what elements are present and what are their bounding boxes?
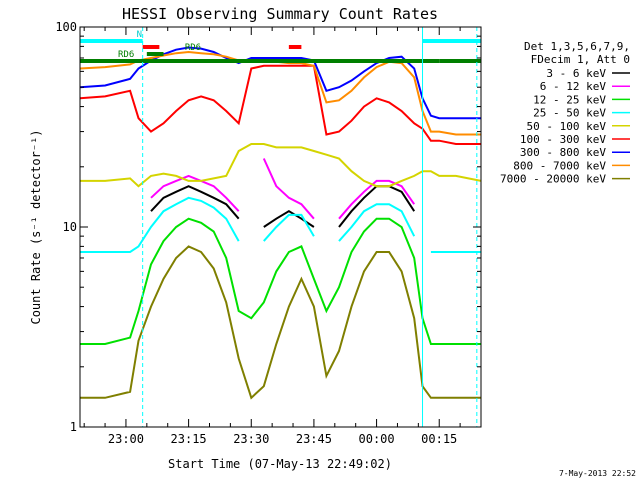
legend-label-6: 300 - 800 keV (520, 146, 606, 159)
series-3-segment-2 (338, 203, 416, 242)
series-3-segment-0 (80, 196, 240, 253)
x-tick-label: 23:30 (233, 432, 269, 446)
series-1-segment-0 (150, 174, 240, 212)
y-tick-label: 100 (55, 20, 77, 34)
x-tick-label: 23:15 (171, 432, 207, 446)
series-3 (80, 196, 481, 253)
legend: Det 1,3,5,6,7,9, FDecim 1, Att 0 3 - 6 k… (500, 40, 630, 186)
y-tick-label: 10 (63, 220, 77, 234)
series-1-segment-1 (262, 158, 315, 220)
series-8 (80, 245, 481, 400)
flag-bar-label-0: N (137, 30, 142, 40)
series-4 (80, 143, 482, 188)
legend-label-4: 50 - 100 keV (527, 120, 607, 133)
series-2-segment-0 (80, 217, 481, 345)
series-1 (150, 158, 416, 220)
legend-label-7: 800 - 7000 keV (513, 159, 606, 172)
legend-label-1: 6 - 12 keV (540, 80, 607, 93)
series-0-segment-0 (150, 185, 240, 220)
series-8-segment-0 (80, 245, 481, 400)
y-axis-label: Count Rate (s⁻¹ detector⁻¹) (29, 129, 43, 324)
legend-label-2: 12 - 25 keV (533, 93, 606, 106)
legend-header-line-2: FDecim 1, Att 0 (531, 53, 630, 66)
x-tick-label: 23:00 (108, 432, 144, 446)
x-axis-label: Start Time (07-May-13 22:49:02) (168, 457, 392, 471)
series-2 (80, 217, 481, 345)
y-tick-label: 1 (70, 420, 77, 434)
x-axis-ticks: 23:00 23:15 23:30 23:45 00:00 00:15 (83, 27, 482, 446)
series-1-segment-2 (338, 179, 416, 220)
series-4-segment-0 (80, 143, 482, 188)
x-tick-label: 00:15 (421, 432, 457, 446)
legend-label-0: 3 - 6 keV (546, 67, 606, 80)
legend-label-3: 25 - 50 keV (533, 107, 606, 120)
series-5 (79, 64, 481, 145)
flag-bar-label-5: RD6 (118, 50, 134, 60)
timestamp: 7-May-2013 22:52 (559, 469, 636, 478)
y-axis-ticks: 1 10 100 (55, 20, 481, 434)
series-3-segment-1 (263, 213, 315, 242)
x-tick-label: 23:45 (296, 432, 332, 446)
legend-label-5: 100 - 300 keV (520, 133, 606, 146)
legend-label-8: 7000 - 20000 keV (500, 173, 606, 186)
legend-header-line-1: Det 1,3,5,6,7,9, (524, 40, 630, 53)
x-tick-label: 00:00 (359, 432, 395, 446)
series-5-segment-0 (79, 64, 481, 145)
flag-bar-label-6: RD6 (185, 43, 201, 53)
chart-title: HESSI Observing Summary Count Rates (122, 5, 438, 23)
